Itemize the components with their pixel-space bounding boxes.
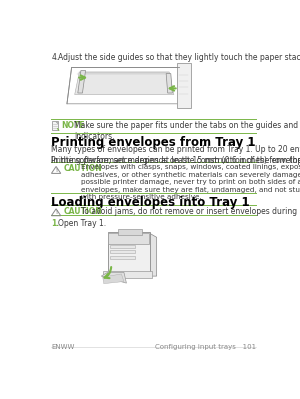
Text: Open Tray 1.: Open Tray 1. bbox=[58, 219, 106, 228]
FancyBboxPatch shape bbox=[103, 271, 152, 278]
Text: !: ! bbox=[55, 210, 57, 215]
Text: NOTE: NOTE bbox=[61, 121, 84, 130]
FancyBboxPatch shape bbox=[110, 245, 135, 248]
FancyBboxPatch shape bbox=[118, 229, 142, 235]
Polygon shape bbox=[149, 233, 157, 276]
Polygon shape bbox=[166, 73, 172, 93]
Text: 4.: 4. bbox=[52, 53, 59, 61]
Polygon shape bbox=[78, 71, 86, 93]
Polygon shape bbox=[101, 273, 126, 283]
Polygon shape bbox=[177, 63, 191, 109]
Text: Loading envelopes into Tray 1: Loading envelopes into Tray 1 bbox=[52, 196, 250, 209]
FancyBboxPatch shape bbox=[108, 233, 149, 244]
Text: 1.: 1. bbox=[52, 219, 60, 228]
Text: Adjust the side guides so that they lightly touch the paper stack but do not ben: Adjust the side guides so that they ligh… bbox=[58, 53, 300, 61]
Text: Many types of envelopes can be printed from Tray 1. Up to 20 envelopes can be st: Many types of envelopes can be printed f… bbox=[52, 145, 300, 165]
Polygon shape bbox=[103, 274, 124, 284]
Text: In the software, set margins at least 15 mm (0.6 inches) from the edge of the en: In the software, set margins at least 15… bbox=[52, 156, 300, 166]
Polygon shape bbox=[75, 72, 174, 95]
Text: Printing envelopes from Tray 1: Printing envelopes from Tray 1 bbox=[52, 136, 256, 149]
FancyBboxPatch shape bbox=[108, 232, 150, 276]
Text: Make sure the paper fits under the tabs on the guides and not above the load lev: Make sure the paper fits under the tabs … bbox=[74, 121, 300, 141]
Text: Envelopes with clasps, snaps, windows, coated linings, exposed self-stick
adhesi: Envelopes with clasps, snaps, windows, c… bbox=[81, 164, 300, 200]
Text: CAUTION: CAUTION bbox=[64, 164, 103, 173]
Text: To avoid jams, do not remove or insert envelopes during printing.: To avoid jams, do not remove or insert e… bbox=[81, 207, 300, 216]
Text: ENWW: ENWW bbox=[52, 344, 75, 350]
FancyBboxPatch shape bbox=[110, 256, 135, 259]
FancyBboxPatch shape bbox=[110, 251, 135, 253]
Polygon shape bbox=[56, 122, 58, 124]
Text: Configuring input trays   101: Configuring input trays 101 bbox=[155, 344, 256, 350]
FancyBboxPatch shape bbox=[52, 121, 58, 130]
Text: CAUTION: CAUTION bbox=[64, 207, 103, 216]
Text: !: ! bbox=[55, 168, 57, 173]
